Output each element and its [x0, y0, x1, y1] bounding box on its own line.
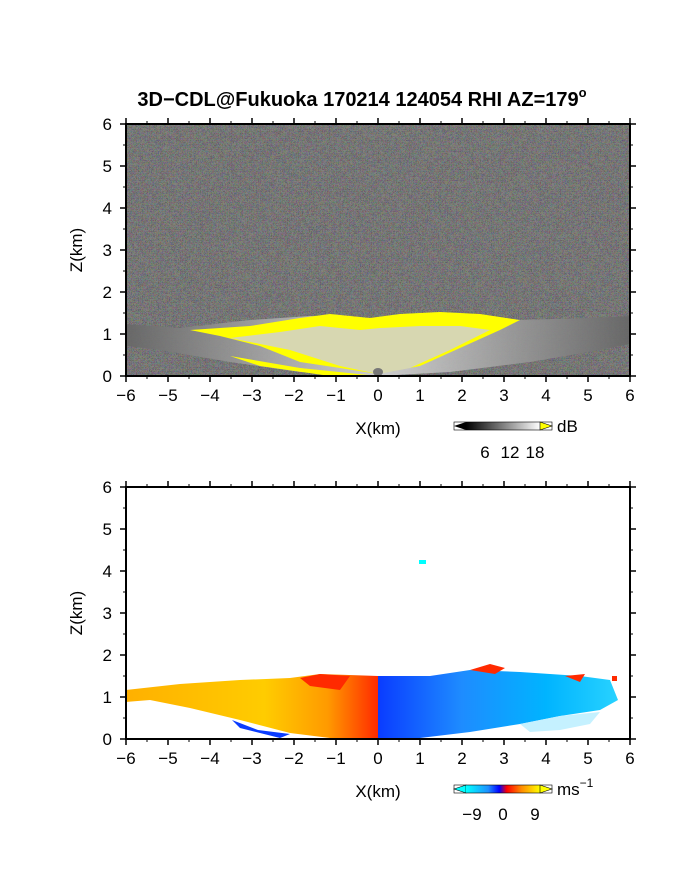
echo-fringe-red-left: [300, 674, 350, 690]
reflectivity-x-tick-label: 6: [625, 386, 634, 405]
reflectivity-colorbar: dB 6 12 18: [453, 417, 578, 462]
echo-fringe-red-right: [565, 674, 585, 682]
colorbar-tick-9: 9: [530, 805, 539, 824]
reflectivity-x-tick-label: 0: [373, 386, 382, 405]
velocity-colorbar: ms−1 −9 0 9: [453, 776, 594, 824]
velocity-y-tick-label: 6: [103, 478, 112, 497]
velocity-y-tick-label: 0: [103, 730, 112, 749]
echo-core-gray: [230, 326, 490, 374]
reflectivity-x-tick-label: −4: [200, 386, 219, 405]
velocity-y-tick-label: 2: [103, 646, 112, 665]
velocity-x-tick-label: 1: [415, 749, 424, 768]
echo-toward-radar: [126, 674, 378, 739]
reflectivity-x-tick-label: 4: [541, 386, 550, 405]
reflectivity-echo: [126, 312, 630, 376]
velocity-y-tick-label: 1: [103, 688, 112, 707]
reflectivity-y-tick-label: 3: [103, 241, 112, 260]
velocity-x-tick-label: 4: [541, 749, 550, 768]
velocity-panel: −6 −5 −4 −3 −2 −1 0 1 2 3 4 5 6 0 1 2 3 4 5 6 X(km) Z(km): [67, 478, 636, 801]
colorbar-low-arrow: [454, 422, 466, 430]
velocity-y-tick-label: 5: [103, 520, 112, 539]
colorbar-gradient: [466, 785, 540, 793]
reflectivity-x-tick-label: 2: [457, 386, 466, 405]
echo-base-yellow: [230, 356, 378, 376]
colorbar-tick-18: 18: [526, 443, 545, 462]
isolated-echo: [419, 560, 426, 564]
colorbar-unit: ms−1: [557, 776, 594, 799]
reflectivity-y-tick-label: 2: [103, 283, 112, 302]
reflectivity-x-tick-label: −6: [116, 386, 135, 405]
velocity-y-tick-label: 3: [103, 604, 112, 623]
colorbar-tick-12: 12: [501, 443, 520, 462]
figure-title: 3D−CDL@Fukuoka 170214 124054 RHI AZ=179o: [137, 85, 586, 111]
velocity-x-tick-label: 6: [625, 749, 634, 768]
velocity-x-tick-label: 0: [373, 749, 382, 768]
reflectivity-x-tick-label: −1: [326, 386, 345, 405]
reflectivity-x-axis-label: X(km): [355, 419, 400, 438]
echo-fringe-blue: [232, 720, 290, 738]
velocity-x-tick-label: 3: [499, 749, 508, 768]
colorbar-tick-6: 6: [480, 443, 489, 462]
reflectivity-y-tick-label: 1: [103, 325, 112, 344]
reflectivity-x-tick-label: 5: [583, 386, 592, 405]
colorbar-tick-neg9: −9: [462, 805, 481, 824]
velocity-x-tick-label: 2: [457, 749, 466, 768]
echo-fringe-red-top: [470, 664, 505, 674]
reflectivity-panel: −6 −5 −4 −3 −2 −1 0 1 2 3 4 5 6 0 1 2 3 4 5 6 X(km) Z(km): [67, 115, 636, 438]
echo-away-radar: [378, 670, 618, 739]
velocity-x-tick-label: −6: [116, 749, 135, 768]
reflectivity-y-tick-label: 4: [103, 199, 112, 218]
reflectivity-y-tick-label: 6: [103, 115, 112, 134]
colorbar-unit: dB: [557, 417, 578, 436]
reflectivity-x-tick-label: −5: [158, 386, 177, 405]
radar-site: [373, 368, 383, 376]
velocity-y-axis-label: Z(km): [67, 591, 86, 635]
reflectivity-x-tick-label: 1: [415, 386, 424, 405]
velocity-x-tick-label: 5: [583, 749, 592, 768]
reflectivity-x-tick-label: 3: [499, 386, 508, 405]
velocity-x-tick-label: −2: [284, 749, 303, 768]
reflectivity-y-tick-label: 5: [103, 157, 112, 176]
velocity-x-tick-label: −5: [158, 749, 177, 768]
colorbar-tick-0: 0: [498, 805, 507, 824]
velocity-x-tick-label: −3: [242, 749, 261, 768]
velocity-y-tick-label: 4: [103, 562, 112, 581]
echo-speck-red: [612, 676, 617, 681]
velocity-echo: [126, 560, 618, 739]
colorbar-high-arrow: [539, 784, 553, 794]
reflectivity-x-tick-label: −3: [242, 386, 261, 405]
reflectivity-y-axis-label: Z(km): [67, 228, 86, 272]
echo-speckle-cyan: [520, 712, 600, 732]
colorbar-high-arrow: [539, 421, 553, 431]
velocity-x-tick-label: −4: [200, 749, 219, 768]
velocity-x-axis-label: X(km): [355, 782, 400, 801]
colorbar-low-arrow: [453, 784, 467, 794]
velocity-x-tick-label: −1: [326, 749, 345, 768]
reflectivity-x-tick-label: −2: [284, 386, 303, 405]
reflectivity-y-tick-label: 0: [103, 367, 112, 386]
colorbar-gradient: [466, 422, 540, 430]
